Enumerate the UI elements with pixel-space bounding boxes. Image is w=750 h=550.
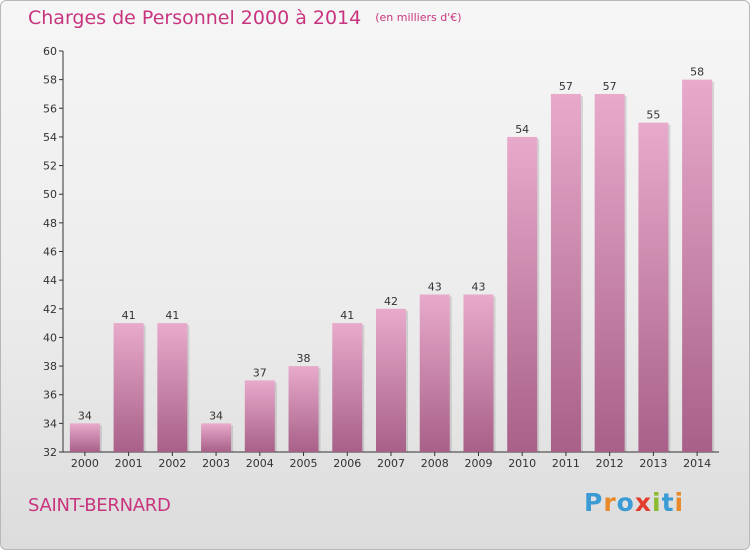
logo-letter: o [616, 488, 635, 517]
x-tick-label: 2000 [71, 457, 99, 470]
bar-value-label: 37 [253, 366, 267, 379]
bar-value-label: 41 [122, 309, 136, 322]
bar-value-label: 42 [384, 295, 398, 308]
bar [376, 308, 406, 452]
logo-letter: x [634, 488, 652, 517]
x-tick-label: 2004 [246, 457, 274, 470]
x-tick-label: 2011 [552, 457, 580, 470]
bar-value-label: 58 [690, 66, 704, 79]
x-tick-label: 2006 [333, 457, 361, 470]
x-tick-label: 2003 [202, 457, 230, 470]
y-tick-label: 48 [43, 217, 57, 230]
bar-value-label: 41 [165, 309, 179, 322]
place-name: SAINT-BERNARD [28, 495, 171, 516]
y-tick-label: 54 [43, 131, 57, 144]
y-tick-label: 56 [43, 102, 57, 115]
bar [244, 380, 275, 452]
y-tick-label: 40 [43, 331, 57, 344]
chart-title: Charges de Personnel 2000 à 2014 (en mill… [28, 7, 462, 29]
bar [419, 294, 450, 452]
y-tick-label: 34 [43, 417, 57, 430]
x-tick-label: 2007 [377, 457, 405, 470]
y-tick-label: 38 [43, 360, 57, 373]
bar-value-label: 57 [603, 80, 617, 93]
bar [594, 93, 625, 452]
bar [157, 323, 188, 452]
bar-value-label: 41 [340, 309, 354, 322]
x-tick-label: 2014 [683, 457, 711, 470]
bar [69, 423, 100, 452]
x-tick-label: 2001 [115, 457, 143, 470]
logo-letter: i [674, 488, 685, 517]
y-tick-label: 60 [43, 45, 57, 58]
x-tick-label: 2010 [508, 457, 536, 470]
bar-value-label: 43 [428, 280, 442, 293]
y-tick-label: 58 [43, 74, 57, 87]
x-tick-label: 2008 [421, 457, 449, 470]
x-tick-label: 2009 [464, 457, 492, 470]
bar-value-label: 55 [646, 109, 660, 122]
logo-letter: t [661, 488, 675, 517]
x-tick-label: 2013 [639, 457, 667, 470]
bar [682, 79, 713, 453]
bar-value-label: 54 [515, 123, 529, 136]
bar-value-label: 34 [209, 409, 223, 422]
bar-value-label: 57 [559, 80, 573, 93]
y-tick-label: 32 [43, 446, 57, 459]
chart-subtitle: (en milliers d'€) [375, 11, 462, 24]
bar [463, 294, 494, 452]
logo-letter: P [584, 488, 604, 517]
logo-letter: i [652, 488, 662, 517]
y-tick-label: 36 [43, 389, 57, 402]
y-tick-label: 52 [43, 160, 57, 173]
bar [550, 93, 581, 452]
bar [332, 323, 363, 452]
y-tick-label: 42 [43, 303, 57, 316]
bar [638, 122, 669, 452]
bar [288, 366, 319, 452]
bar [113, 323, 144, 452]
bar [507, 136, 538, 452]
bar [201, 423, 232, 452]
x-tick-label: 2002 [158, 457, 186, 470]
y-tick-label: 46 [43, 246, 57, 259]
bar-value-label: 34 [78, 409, 92, 422]
bar-value-label: 38 [297, 352, 311, 365]
logo-letter: r [603, 488, 617, 517]
y-tick-label: 50 [43, 188, 57, 201]
x-tick-label: 2005 [290, 457, 318, 470]
chart-title-text: Charges de Personnel 2000 à 2014 [28, 7, 362, 29]
y-tick-label: 44 [43, 274, 57, 287]
proxiti-logo: Proxiti [584, 488, 684, 517]
bar-value-label: 43 [471, 280, 485, 293]
x-tick-label: 2012 [596, 457, 624, 470]
